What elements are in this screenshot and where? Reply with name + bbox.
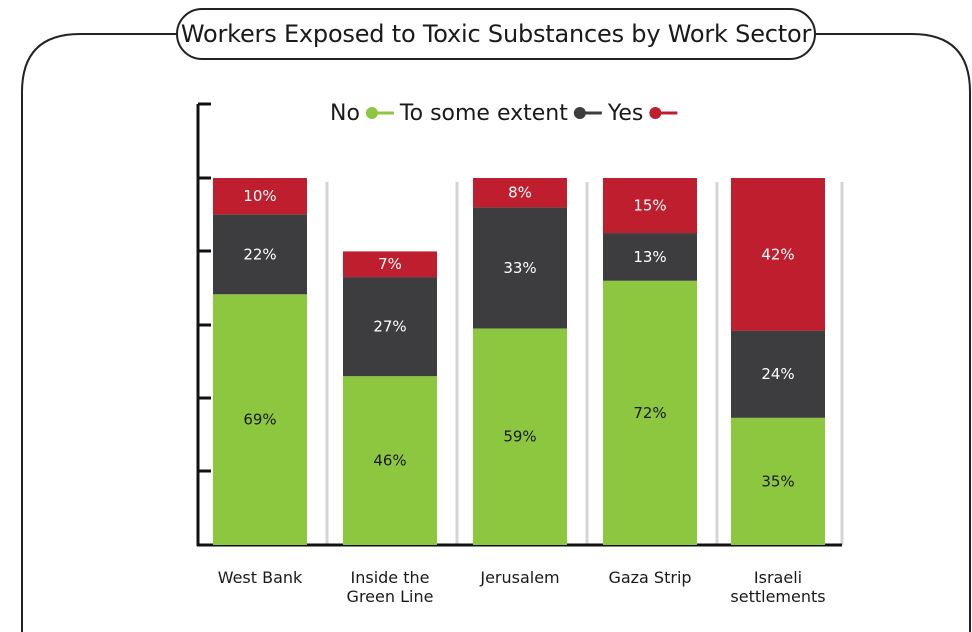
bar-segment-yes	[603, 178, 697, 234]
bar-segment-no	[213, 294, 307, 545]
x-tick-label: Inside the Green Line	[346, 568, 434, 606]
data-label: 10%	[243, 187, 276, 205]
bar-segment-yes	[473, 178, 567, 208]
data-label: 35%	[761, 472, 794, 490]
bars: 69% 22% 10% 46% 27% 7% 59% 33% 8% 72% 13% 15% 35% 24%…	[213, 178, 825, 545]
bar-segment-no	[603, 280, 697, 545]
data-label: 22%	[243, 245, 276, 263]
legend: No To some extent Yes	[330, 101, 678, 126]
legend-marker	[573, 107, 586, 119]
legend-label-yes: Yes	[607, 101, 644, 126]
bar-segment-some	[731, 330, 825, 418]
data-label: 69%	[243, 411, 276, 429]
bar-segment-no	[343, 376, 437, 545]
legend-label-some: To some extent	[399, 101, 568, 126]
x-tick-label: Gaza Strip	[608, 568, 692, 587]
bar-segment-no	[731, 417, 825, 545]
x-tick-label: West Bank	[217, 568, 303, 587]
legend-marker	[649, 107, 662, 119]
chart-title: Workers Exposed to Toxic Substances by W…	[180, 20, 812, 48]
bar-segment-no	[473, 328, 567, 545]
data-label: 15%	[633, 197, 666, 215]
legend-marker	[365, 107, 378, 119]
bar-group: 59% 33% 8%	[473, 178, 567, 545]
x-tick-label: Israeli settlements	[730, 568, 826, 606]
bar-group: 72% 13% 15%	[603, 178, 697, 545]
data-label: 42%	[761, 245, 794, 263]
data-label: 46%	[373, 452, 406, 470]
legend-label-no: No	[330, 101, 360, 126]
bar-group: 46% 27% 7%	[343, 251, 437, 545]
data-label: 7%	[378, 255, 402, 273]
bar-segment-some	[473, 207, 567, 329]
data-label: 13%	[633, 248, 666, 266]
bar-segment-yes	[213, 178, 307, 215]
bar-segment-yes	[731, 178, 825, 331]
data-label: 33%	[503, 259, 536, 277]
bar-segment-yes	[343, 251, 437, 278]
data-label: 24%	[761, 365, 794, 383]
data-label: 8%	[508, 184, 532, 202]
bar-group: 35% 24% 42%	[731, 178, 825, 545]
bar-segment-some	[603, 233, 697, 281]
bar-segment-some	[213, 214, 307, 295]
x-tick-label: Jerusalem	[480, 568, 560, 587]
frame-border	[21, 33, 971, 632]
data-label: 27%	[373, 318, 406, 336]
data-label: 59%	[503, 428, 536, 446]
bar-group: 69% 22% 10%	[213, 178, 307, 545]
gridlines	[325, 182, 844, 545]
title-pill: Workers Exposed to Toxic Substances by W…	[176, 8, 816, 60]
data-label: 72%	[633, 404, 666, 422]
bar-segment-some	[343, 277, 437, 377]
